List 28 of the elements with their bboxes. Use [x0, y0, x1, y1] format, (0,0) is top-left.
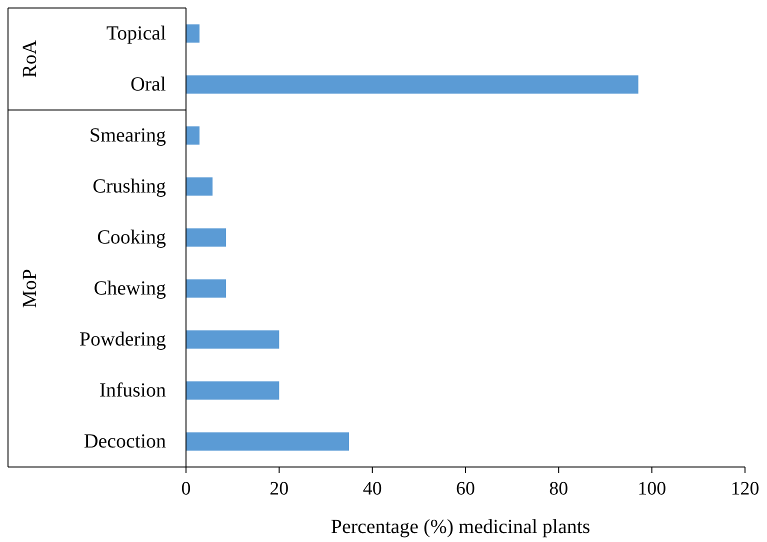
bar	[186, 279, 226, 298]
x-tick-label: 0	[181, 478, 191, 500]
bar	[186, 330, 280, 349]
bar	[186, 126, 200, 145]
text: MoP	[19, 269, 41, 308]
y-tick-label: Powdering	[79, 328, 166, 350]
x-tick-label: 100	[638, 478, 666, 500]
x-tick-label: 60	[456, 478, 475, 500]
bar	[186, 177, 213, 196]
x-tick-label: 40	[362, 478, 382, 500]
text: RoA	[19, 40, 41, 78]
x-axis-title: Percentage (%) medicinal plants	[330, 516, 590, 538]
bar	[186, 432, 350, 451]
bar	[186, 228, 226, 247]
y-tick-label: Chewing	[94, 278, 166, 300]
y-tick-label: Crushing	[92, 176, 166, 198]
bar	[186, 381, 280, 400]
x-tick-label: 20	[270, 478, 289, 500]
bar	[186, 24, 200, 43]
y-tick-label: Decoction	[84, 430, 166, 452]
y-tick-label: Cooking	[97, 226, 166, 248]
y-tick-label: Oral	[130, 74, 166, 96]
bar	[186, 75, 638, 94]
y-tick-label: Infusion	[99, 380, 166, 402]
y-tick-label: Topical	[106, 22, 166, 44]
x-tick-label: 80	[549, 478, 568, 500]
x-tick-label: 120	[730, 478, 760, 500]
y-tick-label: Smearing	[89, 124, 166, 146]
